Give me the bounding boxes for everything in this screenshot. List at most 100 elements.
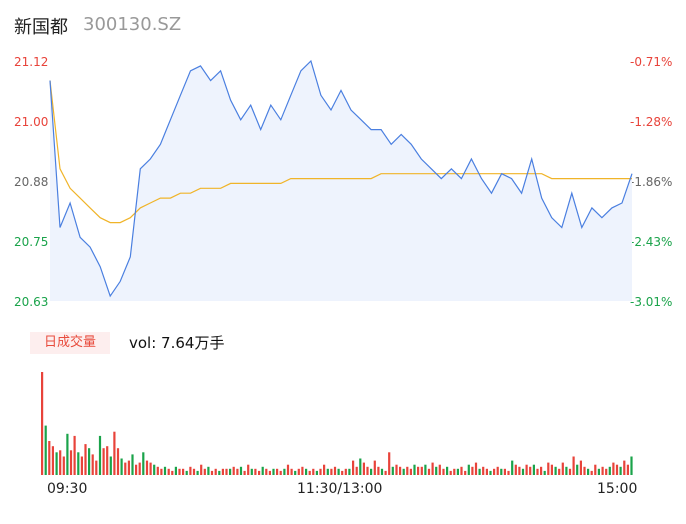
volume-bar: [135, 464, 138, 475]
volume-bar: [116, 448, 120, 475]
volume-bar: [550, 464, 553, 475]
y-right-tick: -2.43%: [630, 235, 673, 249]
price-area: [50, 61, 632, 301]
volume-bar: [370, 468, 373, 475]
volume-bar: [276, 468, 279, 475]
volume-bar: [529, 466, 532, 475]
volume-bar: [565, 466, 568, 475]
volume-bar: [210, 470, 214, 475]
volume-bar: [543, 470, 546, 475]
volume-bar: [80, 456, 83, 475]
volume-bar: [207, 466, 210, 475]
volume-bar: [323, 464, 326, 475]
volume-bar: [558, 468, 561, 475]
volume-bar: [41, 372, 44, 475]
volume-bar: [174, 466, 177, 475]
x-tick: 11:30/13:00: [297, 481, 383, 497]
volume-bar: [597, 468, 600, 475]
volume-bar: [406, 466, 409, 475]
volume-bar: [149, 462, 152, 475]
volume-bar: [261, 466, 264, 475]
volume-bar: [279, 470, 282, 475]
volume-bar: [493, 468, 496, 475]
volume-bar: [297, 468, 300, 475]
y-right-tick: -1.86%: [630, 175, 673, 189]
volume-bar: [127, 460, 130, 475]
volume-bar: [467, 464, 470, 475]
price-line: [49, 59, 633, 298]
y-left-tick: 20.88: [14, 175, 49, 189]
volume-bar: [330, 468, 333, 475]
volume-bar: [388, 452, 391, 475]
volume-bar: [344, 468, 347, 475]
volume-bar: [572, 456, 575, 475]
volume-bar: [326, 468, 329, 475]
volume-bar: [192, 468, 196, 475]
volume-bar: [55, 452, 58, 475]
volume-bar: [301, 466, 304, 475]
volume-bar: [337, 468, 340, 475]
volume-tab[interactable]: 日成交量: [30, 332, 110, 354]
volume-bar: [106, 446, 109, 475]
volume-bar: [153, 464, 156, 475]
volume-bar: [254, 468, 257, 475]
volume-bar: [460, 466, 463, 475]
volume-bar: [438, 464, 441, 475]
volume-bar: [424, 464, 427, 475]
volume-bar: [366, 466, 369, 475]
y-right-tick: -1.28%: [630, 115, 673, 129]
volume-readout: vol: 7.64万手: [129, 334, 225, 352]
volume-bar: [395, 464, 398, 475]
volume-bar: [218, 470, 221, 475]
volume-bar: [608, 466, 611, 475]
volume-bar: [200, 464, 203, 475]
volume-bar: [427, 468, 431, 475]
volume-bar: [243, 470, 246, 475]
volume-bar: [98, 435, 102, 475]
volume-bar: [478, 468, 481, 475]
volume-bar: [583, 466, 586, 475]
volume-bar: [265, 468, 268, 475]
volume-bar: [446, 466, 449, 475]
volume-bar: [594, 464, 597, 475]
volume-bar: [590, 470, 593, 475]
volume-bar: [236, 468, 239, 475]
volume-bar: [514, 464, 517, 475]
volume-bar: [612, 462, 615, 475]
volume-bar: [102, 448, 105, 475]
volume-bar: [442, 468, 445, 475]
y-left-tick: 20.63: [14, 295, 49, 309]
volume-bar: [521, 468, 525, 475]
volume-bar: [51, 446, 54, 475]
volume-bar: [131, 454, 134, 475]
volume-bar: [413, 464, 416, 475]
volume-bar: [315, 470, 318, 475]
volume-bar: [568, 468, 572, 475]
volume-bar: [138, 462, 141, 475]
volume-bar: [449, 470, 452, 475]
volume-bar: [623, 460, 626, 475]
volume-bar: [511, 460, 514, 475]
volume-bar: [362, 462, 365, 475]
volume-bar: [333, 466, 337, 475]
volume-bar: [348, 468, 351, 475]
volume-bar: [615, 464, 619, 475]
volume-bar: [247, 464, 250, 475]
volume-bar: [286, 464, 290, 475]
volume-bar: [474, 462, 478, 475]
volume-bar: [178, 468, 181, 475]
volume-bar: [417, 466, 420, 475]
volume-bar: [435, 466, 438, 475]
volume-bar: [294, 470, 297, 475]
volume-bar: [73, 435, 76, 475]
volume-bar: [471, 466, 474, 475]
volume-bar: [540, 466, 543, 475]
volume-bar: [229, 468, 232, 475]
volume-bar: [308, 470, 311, 475]
stock-name: 新国都: [14, 17, 68, 38]
volume-bar: [84, 444, 87, 475]
volume-bar: [630, 456, 633, 475]
volume-bar: [576, 464, 579, 475]
volume-bar: [196, 470, 199, 475]
